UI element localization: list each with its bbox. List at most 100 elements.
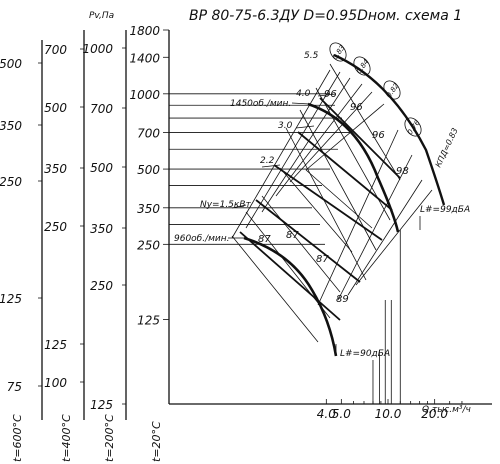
temperature-label: t=600°C — [11, 414, 24, 462]
grid-descend-line — [245, 211, 331, 319]
x-tick-label: 20.0 — [421, 407, 448, 421]
annotations: 1450об./мин. 960об./мин. 5.5 4.0 3.0 2.2 Ny=1.… — [174, 51, 470, 359]
noise-label-low: L#=90дБА — [340, 349, 390, 359]
power-label-1-5: Ny=1.5кВт — [200, 200, 252, 210]
x-tick-label: 10.0 — [375, 407, 402, 421]
temperature-label: t=200°C — [103, 414, 116, 462]
power-line — [273, 164, 383, 241]
leader-line — [295, 125, 315, 129]
point-label-low: 87 — [286, 230, 299, 241]
curve-960rpm — [243, 236, 338, 357]
point-label-high: 98 — [396, 166, 409, 177]
eff-circle-076 — [404, 117, 422, 137]
grid-rise-line — [261, 77, 351, 213]
x-axis-label: Q,тыс.м³/ч — [422, 405, 471, 415]
y-tick-label: 250 — [137, 238, 160, 252]
noise-label-high: L#=99дБА — [420, 205, 470, 215]
grid-descend-line — [231, 235, 319, 343]
scale-t400-label: 700 — [44, 43, 67, 57]
label-960rpm: 960об./мин. — [174, 234, 230, 244]
curve-1450rpm — [307, 102, 400, 233]
left-scale-axes — [41, 30, 127, 420]
chart-title: ВР 80-75-6.3ДУ D=0.95Dном. схема 1 — [189, 8, 462, 24]
scale-t400-label: 100 — [44, 376, 67, 390]
speed-curves — [243, 102, 400, 357]
scale-t400-label: 500 — [44, 101, 67, 115]
scale-pv-label: 125 — [90, 398, 113, 412]
power-line — [319, 97, 401, 179]
efficiency-boundary — [333, 53, 446, 206]
efficiency-label: КПД=0.83 — [434, 127, 460, 169]
y-tick-label: 1400 — [129, 51, 160, 65]
grid-descend-line — [329, 63, 401, 181]
plot-frame — [168, 30, 492, 405]
grid-descend-line — [305, 169, 373, 229]
power-label-4-0: 4.0 — [296, 89, 311, 99]
y-tick-label: 1800 — [129, 24, 160, 38]
label-1450rpm-leader — [291, 102, 311, 105]
power-label-5-5: 5.5 — [304, 51, 319, 61]
leader-line — [317, 93, 337, 97]
y-tick-label: 700 — [137, 127, 160, 141]
efficiency-value: 0.84 — [355, 58, 370, 75]
efficiency-value: 0.82 — [385, 81, 401, 99]
pv-axis-unit: Pv,Па — [89, 11, 114, 21]
x-tick-label: 5.0 — [332, 407, 351, 421]
y-tick-label: 350 — [137, 202, 160, 216]
temperature-label: t=20°C — [150, 421, 163, 462]
power-label-2-2: 2.2 — [260, 156, 275, 166]
scale-t600-label: 500 — [0, 57, 22, 71]
label-1450rpm: 1450об./мин. — [230, 99, 291, 109]
grid-descend-line — [279, 167, 353, 253]
scale-t400-label: 350 — [44, 162, 67, 176]
leader-line — [231, 204, 247, 209]
x-tick-label: 4.0 — [317, 407, 336, 421]
grid-rise-line — [355, 189, 433, 286]
power-line — [297, 131, 393, 211]
scale-pv-label: 1000 — [82, 42, 113, 56]
scale-t600-label: 75 — [7, 380, 22, 394]
point-label-low: 89 — [336, 294, 349, 305]
power-line — [255, 199, 361, 283]
grid-descend-line — [261, 195, 341, 293]
point-label-low: 87 — [258, 234, 271, 245]
grid-rise-line — [289, 91, 373, 183]
eff-circle-083 — [329, 42, 347, 62]
y-tick-label: 125 — [137, 314, 160, 328]
y-tick-label: 500 — [137, 163, 160, 177]
scale-pv-label: 500 — [90, 161, 113, 175]
point-label-low: 87 — [316, 254, 329, 265]
grid-rise-line — [245, 71, 341, 229]
scale-t600-label: 350 — [0, 119, 22, 133]
efficiency-value: 0.83 — [331, 44, 346, 61]
eff-circle-084 — [353, 56, 371, 76]
x-axis-ticks: 4.05.0 10.0 20.0 — [317, 230, 463, 421]
power-line — [239, 231, 341, 321]
grid-rise-line — [305, 103, 385, 171]
eff-circle-082 — [383, 80, 401, 100]
efficiency-curve: 0.830.840.820.76 КПД=0.83 — [329, 42, 460, 206]
temperature-label: t=400°C — [60, 414, 73, 462]
power-label-3-0: 3.0 — [278, 121, 293, 131]
temperature-labels: t=600°C t=400°C t=200°C t=20°C — [11, 414, 163, 462]
grid-descend-line — [285, 127, 367, 281]
scale-t400-label: 125 — [44, 338, 67, 352]
scale-t600-label: 250 — [0, 175, 22, 189]
scale-pv-label: 700 — [90, 102, 113, 116]
grid-rise-line — [231, 69, 331, 239]
left-scale-labels: 500 350 250 125 75 700 500 350 250 125 100 1000 700 5… — [0, 42, 126, 412]
scale-pv-label: 350 — [90, 222, 113, 236]
y-tick-label: 1000 — [129, 88, 160, 102]
grid-rise-line — [347, 179, 423, 296]
scale-t600-label: 125 — [0, 292, 22, 306]
oblique-grid — [231, 63, 433, 343]
point-label-high: 96 — [372, 130, 385, 141]
leader-line — [261, 164, 281, 168]
y-axis-ticks: 1800 1400 1000 700 500 350 250 125 — [129, 24, 350, 328]
scale-pv-label: 250 — [90, 279, 113, 293]
point-label-high: 96 — [324, 89, 337, 100]
scale-t400-label: 250 — [44, 220, 67, 234]
point-label-high: 96 — [350, 102, 363, 113]
